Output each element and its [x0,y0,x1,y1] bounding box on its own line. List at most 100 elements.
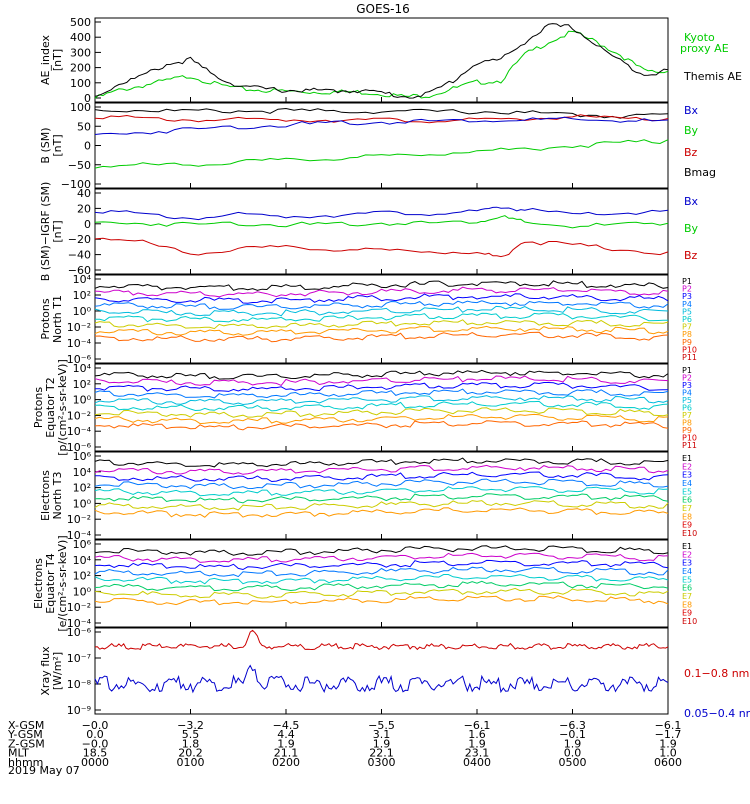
y-tick-label: 0 [84,92,91,105]
flux-channel [94,507,669,518]
x-axis-value: 1.6 [468,728,486,741]
series-by [94,139,669,169]
y-tick-label: 10⁻⁶ [67,353,92,366]
flux-channel [94,413,669,425]
panel-frame [94,188,669,275]
y-tick-label: 500 [70,16,91,29]
y-axis-label: [p/(cm²-s-sr-keV)] [56,359,69,456]
y-tick-label: 100 [70,77,91,90]
y-axis-label: [nT] [51,134,64,156]
flux-channel [94,587,669,599]
flux-channel [94,545,669,556]
y-tick-label: 10⁻⁷ [67,652,91,665]
flux-channel [94,280,669,291]
panel-frame [94,451,669,540]
legend-label: E5 [682,487,692,496]
series-bz [94,237,669,258]
flux-series [94,629,669,651]
x-axis-value: −6.1 [655,719,682,732]
y-axis-label: [nT] [51,49,64,71]
legend-label: P3 [682,292,692,301]
legend-label: E6 [682,584,692,593]
x-axis-value: 18.5 [83,747,108,760]
flux-channel [94,471,669,483]
x-axis-value: 0000 [81,756,109,769]
legend-label: P9 [682,338,692,347]
panel-frame [94,627,669,715]
legend-label: Themis AE [683,70,742,83]
y-tick-label: 10⁻⁴ [67,425,92,438]
x-axis-value: −6.3 [559,719,586,732]
x-axis-value: 0600 [654,756,682,769]
x-axis-row-label: MLT [8,747,29,760]
date-label: 2019 May 07 [8,764,80,777]
x-axis-value: 3.1 [373,728,391,741]
y-tick-label: 10⁰ [73,305,92,318]
y-axis-label: North T1 [51,295,64,343]
y-axis-label: Electrons [39,470,52,521]
flux-channel [94,395,669,406]
y-axis-label: B (SM)−IGRF (SM) [39,182,52,282]
x-axis-value: −3.2 [177,719,204,732]
panel-protons-north: 10⁴ 10² 10⁰ 10⁻² 10⁻⁴ 10⁻⁶ Protons North T1 P1P2… [39,273,697,366]
series-by [94,215,669,229]
x-axis-value: 1.0 [659,747,677,760]
legend-label: By [684,124,699,137]
x-axis-value: 1.9 [373,737,391,750]
x-axis-value: 0400 [463,756,491,769]
x-axis-row-label: Z-GSM [8,737,45,750]
y-tick-label: 10⁴ [73,466,92,479]
legend-label: P10 [682,434,697,443]
legend-label: Bx [684,104,699,117]
flux-channel [94,369,669,380]
legend-label: E3 [682,559,692,568]
x-axis-value: −0.1 [559,728,586,741]
x-axis-value: 0.0 [564,747,582,760]
y-axis-label: [W/m²] [51,652,64,690]
legend-label: E3 [682,471,692,480]
x-axis-value: 21.1 [274,747,299,760]
x-axis-value: 0200 [272,756,300,769]
flux-channel [94,493,669,504]
x-axis-value: 1.9 [468,737,486,750]
flux-channel [94,305,669,317]
y-tick-label: −60 [68,264,91,277]
y-tick-label: 10⁰ [73,497,92,510]
y-tick-label: 10⁻⁴ [67,617,92,630]
panel-xray-flux: 10⁻⁶ 10⁻⁷ 10⁻⁸ 10⁻⁹ Xray flux [W/m²] 0.1−0.8 n… [39,626,750,720]
y-axis-label: AE_index [39,34,52,85]
x-axis-value: 1.8 [182,737,200,750]
y-tick-label: 10⁴ [73,554,92,567]
x-axis-row-label: X-GSM [8,719,44,732]
legend-label: E5 [682,575,692,584]
y-tick-label: −100 [61,178,91,191]
y-tick-label: 10⁻² [67,601,91,614]
legend-label: E8 [682,600,692,609]
flux-channel [94,595,669,606]
y-axis-label: Electrons [32,558,45,609]
x-axis-value: −4.5 [273,719,300,732]
flux-channel [94,457,669,468]
x-axis-value: 5.5 [182,728,200,741]
flux-channel [94,407,669,418]
legend-label: P8 [682,419,692,428]
y-tick-label: 200 [70,62,91,75]
series-bx [94,206,669,221]
legend-label: P5 [682,307,692,316]
flux-channel [94,325,669,336]
y-tick-label: 20 [77,202,91,215]
y-tick-label: 10⁰ [73,585,92,598]
y-tick-label: 10⁶ [73,450,92,463]
y-axis-label: Equator T2 [44,377,57,437]
legend-label: P11 [682,441,697,450]
flux-channel [94,559,669,571]
y-tick-label: 10⁻² [67,321,91,334]
y-tick-label: 10⁻⁹ [67,704,91,717]
legend-label: E1 [682,454,692,463]
legend-label: P2 [682,285,692,294]
legend-label: P1 [682,366,692,375]
flux-channel [94,552,669,563]
series-themis-ae [94,23,669,99]
x-axis-row-label: hhmm [8,756,43,769]
